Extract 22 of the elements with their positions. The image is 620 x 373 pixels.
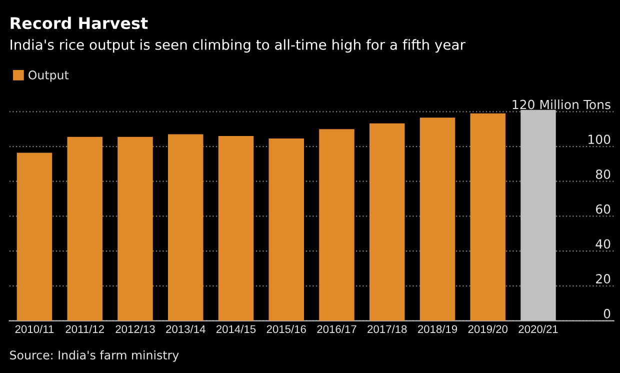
source-note: Source: India's farm ministry [10,350,179,362]
x-tick-label: 2018/19 [418,324,458,334]
x-tick-label: 2016/17 [317,324,356,334]
chart-title: Record Harvest [10,16,148,30]
legend-label: Output [28,70,69,82]
x-tick-label: 2012/13 [116,324,155,334]
y-tick-label: 100 [588,134,610,144]
chart-subtitle: India's rice output is seen climbing to all-time high for a fifth year [10,39,466,53]
y-tick-label: 0 [604,308,610,318]
y-tick-label: 40 [596,239,610,249]
x-tick-label: 2017/18 [368,324,407,334]
x-tick-label: 2011/12 [66,324,104,334]
x-tick-label: 2020/21 [518,324,558,334]
y-tick-label: 80 [596,169,610,179]
x-tick-label: 2013/14 [166,324,206,334]
x-tick-label: 2015/16 [266,324,306,334]
y-tick-label: 20 [596,274,610,284]
y-tick-label: 120 Million Tons [512,100,610,110]
x-tick-label: 2010/11 [15,324,54,334]
x-tick-label: 2014/15 [216,324,256,334]
y-tick-label: 60 [596,204,610,214]
x-tick-label: 2019/20 [468,324,508,334]
